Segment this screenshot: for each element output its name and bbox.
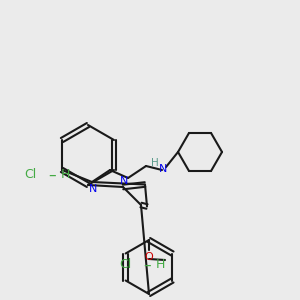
Text: –: – — [143, 257, 151, 272]
Text: H: H — [60, 169, 70, 182]
Text: H: H — [155, 259, 165, 272]
Text: H: H — [151, 158, 159, 168]
Text: –: – — [48, 167, 56, 182]
Text: Cl: Cl — [24, 169, 36, 182]
Text: O: O — [145, 252, 153, 262]
Text: Cl: Cl — [119, 259, 131, 272]
Text: N: N — [89, 184, 97, 194]
Text: N: N — [120, 176, 128, 186]
Text: N: N — [159, 164, 167, 174]
